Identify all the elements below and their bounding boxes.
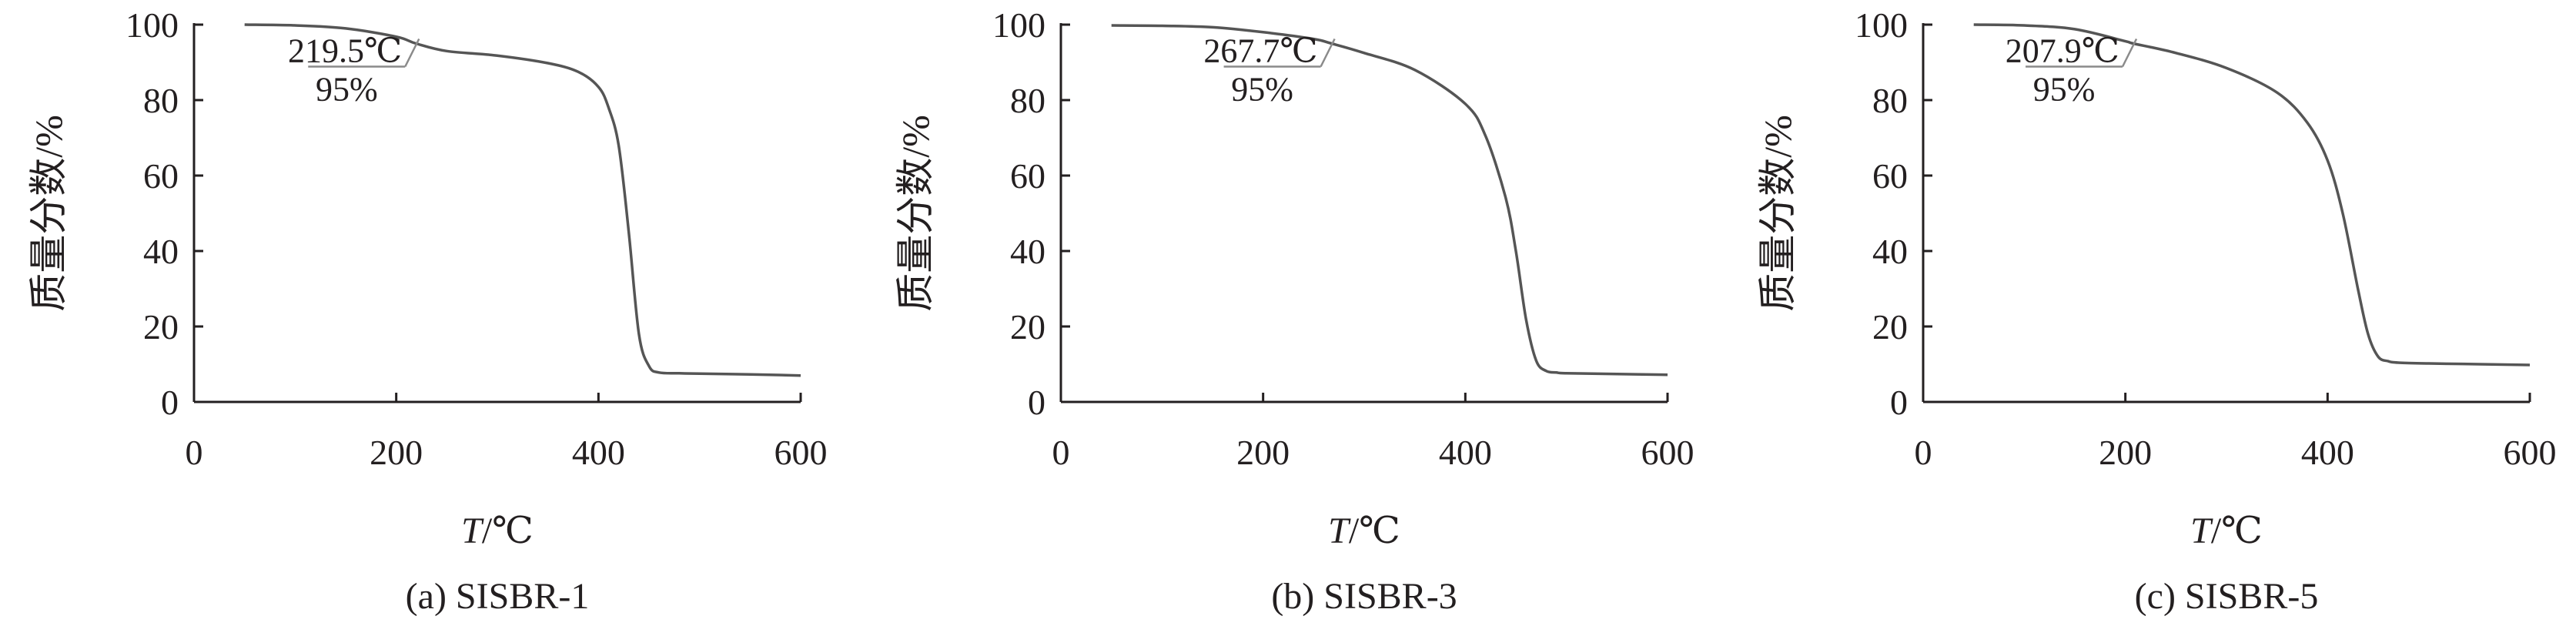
y-tick-label: 20: [1010, 307, 1045, 346]
y-axis-label: 质量分数/%: [27, 115, 70, 312]
panel-caption: (c) SISBR-5: [2135, 576, 2319, 617]
tga-curve: [244, 23, 801, 377]
y-tick-label: 20: [143, 307, 179, 346]
annotation-temperature: 267.7℃: [1203, 32, 1317, 70]
annotation-temperature: 207.9℃: [2006, 32, 2119, 70]
annotation-percent: 95%: [2033, 71, 2096, 109]
x-axis-label-unit: /℃: [2211, 511, 2263, 551]
x-tick-label: 400: [2301, 433, 2354, 472]
x-tick-label: 400: [572, 433, 625, 472]
x-tick-label: 600: [2504, 433, 2557, 472]
y-tick-label: 60: [143, 156, 179, 196]
annotation-leader: [2121, 38, 2138, 68]
y-tick-label: 100: [1855, 5, 1908, 45]
x-tick-label: 200: [370, 433, 423, 472]
y-tick-label: 80: [1010, 81, 1045, 120]
y-tick-label: 60: [1872, 156, 1908, 196]
x-tick-label: 200: [2099, 433, 2152, 472]
y-tick-label: 100: [125, 5, 179, 45]
annotation-temperature: 219.5℃: [288, 32, 402, 70]
x-axis-label: T/℃: [1328, 511, 1400, 551]
x-tick-label: 400: [1439, 433, 1492, 472]
tga-curve: [1111, 24, 1668, 377]
x-axis-label-symbol: T: [1328, 511, 1351, 551]
x-axis-label-symbol: T: [461, 511, 484, 551]
y-tick-label: 20: [1872, 307, 1908, 346]
x-tick-label: 0: [186, 433, 203, 472]
tga-curve: [1973, 23, 2531, 367]
y-tick-label: 100: [992, 5, 1045, 45]
annotation-leader: [1320, 38, 1336, 68]
x-axis-label: T/℃: [461, 511, 534, 551]
y-tick-label: 0: [161, 383, 179, 422]
y-axis-label: 质量分数/%: [894, 115, 937, 312]
y-tick-label: 60: [1010, 156, 1045, 196]
y-tick-label: 80: [143, 81, 179, 120]
y-tick-label: 40: [143, 232, 179, 271]
x-axis-label-symbol: T: [2190, 511, 2213, 551]
x-tick-label: 200: [1236, 433, 1290, 472]
y-tick-label: 0: [1028, 383, 1045, 422]
y-tick-label: 80: [1872, 81, 1908, 120]
x-tick-label: 600: [774, 433, 828, 472]
panel-caption: (a) SISBR-1: [406, 576, 590, 617]
y-tick-label: 0: [1890, 383, 1908, 422]
x-tick-label: 600: [1641, 433, 1694, 472]
y-tick-label: 40: [1010, 232, 1045, 271]
annotation-leader: [404, 38, 420, 68]
panel-caption: (b) SISBR-3: [1271, 576, 1457, 617]
x-axis-label-unit: /℃: [482, 511, 534, 551]
y-axis-label: 质量分数/%: [1756, 115, 1799, 312]
annotation-percent: 95%: [316, 71, 378, 109]
x-tick-label: 0: [1052, 433, 1070, 472]
y-tick-label: 40: [1872, 232, 1908, 271]
x-tick-label: 0: [1915, 433, 1932, 472]
annotation-percent: 95%: [1231, 71, 1293, 109]
x-axis-label: T/℃: [2190, 511, 2263, 551]
x-axis-label-unit: /℃: [1349, 511, 1400, 551]
